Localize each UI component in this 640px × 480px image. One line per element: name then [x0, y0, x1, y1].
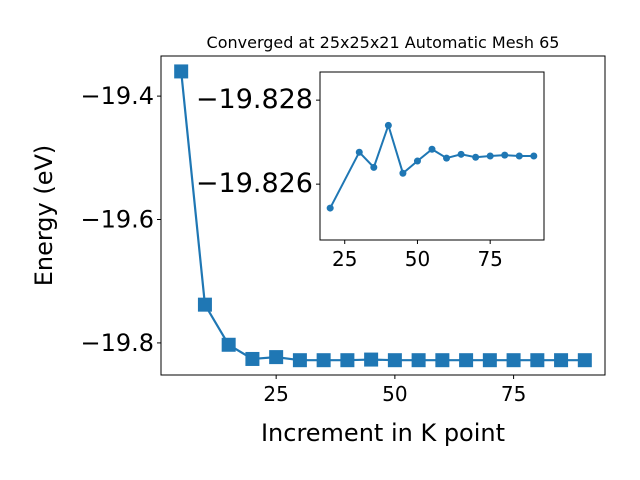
x-axis-label: Increment in K point — [261, 419, 505, 447]
x-tick-label: 25 — [332, 247, 357, 271]
marker — [577, 353, 592, 368]
chart-title: Converged at 25x25x21 Automatic Mesh 65 — [207, 33, 560, 52]
marker — [399, 169, 407, 177]
marker — [387, 353, 402, 368]
marker — [515, 152, 523, 160]
marker — [435, 353, 450, 368]
x-tick-label: 25 — [263, 382, 288, 406]
marker — [364, 352, 379, 367]
marker — [428, 145, 436, 153]
marker — [197, 297, 212, 312]
y-axis-label: Energy (eV) — [30, 145, 58, 287]
marker — [413, 157, 421, 165]
y-tick-label: −19.826 — [196, 168, 313, 199]
marker — [221, 337, 236, 352]
marker — [316, 353, 331, 368]
x-tick-label: 50 — [382, 382, 407, 406]
marker — [530, 152, 538, 160]
marker — [245, 351, 260, 366]
x-tick-label: 75 — [477, 247, 502, 271]
marker — [340, 353, 355, 368]
marker — [554, 353, 569, 368]
marker — [292, 353, 307, 368]
marker — [457, 150, 465, 158]
marker — [482, 353, 497, 368]
x-tick-label: 50 — [405, 247, 430, 271]
marker — [459, 353, 474, 368]
marker — [501, 151, 509, 159]
marker — [443, 154, 451, 162]
marker — [472, 153, 480, 161]
x-tick-label: 75 — [501, 382, 526, 406]
marker — [174, 64, 189, 79]
marker — [486, 152, 494, 160]
marker — [411, 353, 426, 368]
marker — [269, 350, 284, 365]
marker — [506, 353, 521, 368]
marker — [355, 148, 363, 156]
y-tick-label: −19.4 — [80, 82, 154, 110]
marker — [384, 121, 392, 129]
y-tick-label: −19.828 — [196, 84, 313, 115]
marker — [326, 204, 334, 212]
marker — [370, 163, 378, 171]
y-tick-label: −19.6 — [80, 206, 154, 234]
y-tick-label: −19.8 — [80, 329, 154, 357]
marker — [530, 353, 545, 368]
